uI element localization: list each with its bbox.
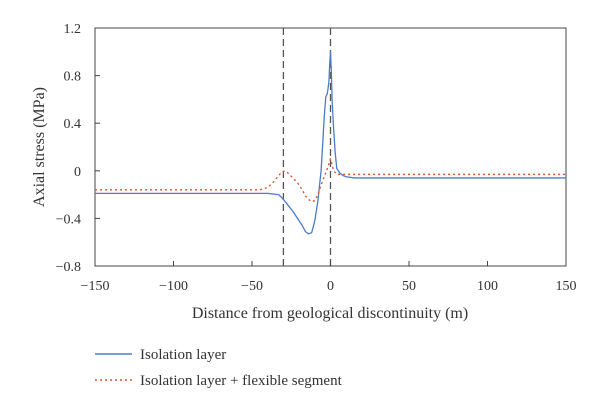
series-layer	[95, 51, 566, 235]
y-tick-label: −0.4	[56, 212, 81, 227]
series-line-0	[95, 51, 566, 235]
x-axis-title: Distance from geological discontinuity (…	[192, 305, 468, 322]
series-line-1	[95, 158, 566, 203]
axes-layer: −150 −100 −50 0 50 100 150 −0.8 −0.4 0 0.4 0.8 1.2	[56, 22, 577, 294]
y-axis-title: Axial stress (MPa)	[31, 87, 48, 207]
y-tick-label: −0.8	[56, 260, 81, 275]
legend-label-0: Isolation layer	[140, 347, 226, 363]
x-tick-label: 0	[327, 279, 334, 294]
y-tick-label: 1.2	[64, 22, 82, 37]
legend: Isolation layer Isolation layer + flexibl…	[95, 347, 343, 389]
x-tick-label: −100	[159, 279, 188, 294]
legend-label-1: Isolation layer + flexible segment	[140, 373, 343, 389]
x-tick-label: 50	[402, 279, 416, 294]
x-tick-label: 150	[556, 279, 577, 294]
x-tick-label: −50	[241, 279, 263, 294]
y-tick-label: 0.4	[64, 117, 82, 132]
y-tick-label: 0.8	[64, 70, 82, 85]
x-tick-label: 100	[477, 279, 498, 294]
y-tick-label: 0	[74, 165, 81, 180]
x-tick-label: −150	[81, 279, 110, 294]
